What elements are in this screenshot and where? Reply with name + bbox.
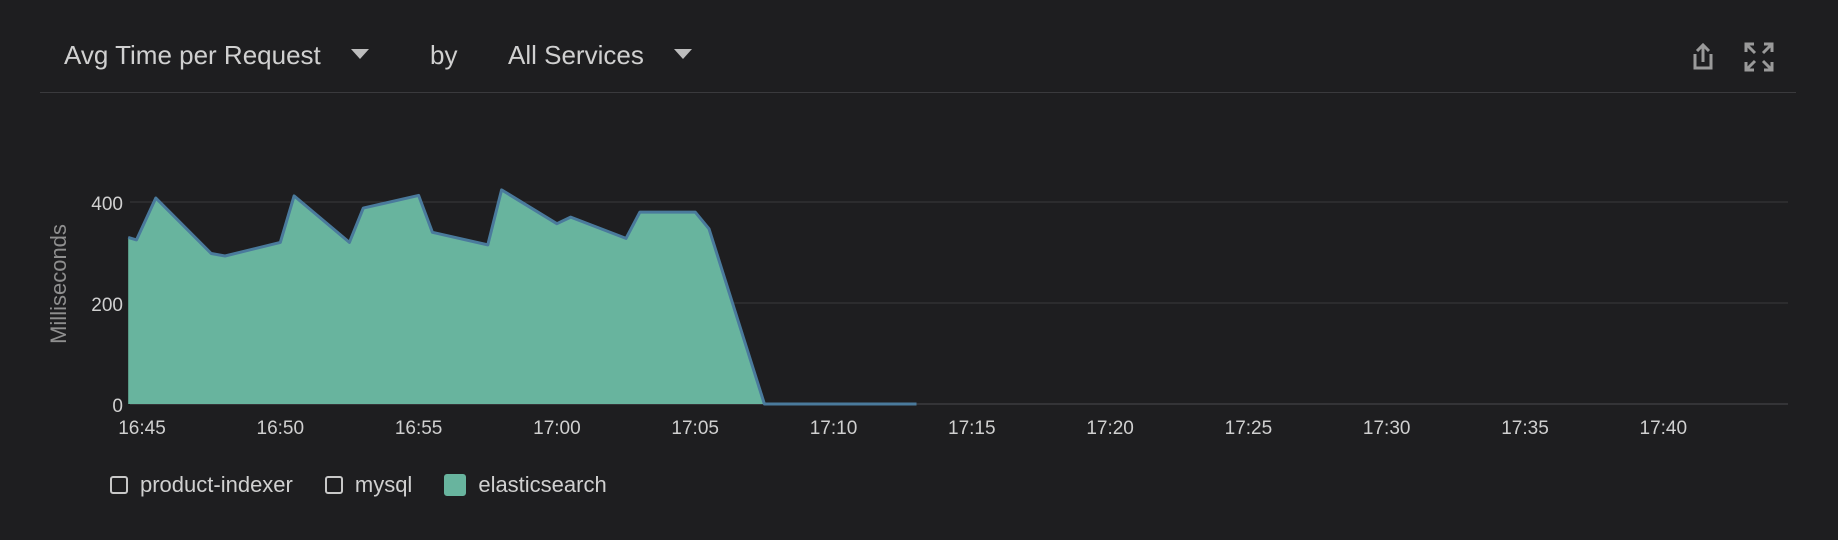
y-axis-label: Milliseconds bbox=[46, 224, 71, 344]
x-tick-label: 17:15 bbox=[948, 418, 996, 439]
share-icon[interactable] bbox=[1686, 40, 1720, 74]
legend-label: product-indexer bbox=[140, 472, 293, 497]
x-tick-label: 17:10 bbox=[810, 418, 858, 439]
x-tick-label: 17:25 bbox=[1225, 418, 1273, 439]
y-tick-label: 0 bbox=[112, 396, 123, 417]
expand-icon[interactable] bbox=[1742, 40, 1776, 74]
y-axis: 0 200 400 bbox=[91, 194, 123, 417]
group-dropdown[interactable]: All Services bbox=[508, 40, 692, 71]
x-tick-label: 16:50 bbox=[257, 418, 305, 439]
x-tick-label: 17:05 bbox=[671, 418, 719, 439]
chevron-down-icon bbox=[350, 49, 369, 60]
legend-label: mysql bbox=[354, 472, 413, 497]
legend-item-product-indexer[interactable]: product-indexer bbox=[110, 472, 293, 498]
x-tick-label: 17:40 bbox=[1640, 418, 1688, 439]
chart-header: Avg Time per Request by All Services bbox=[40, 0, 1796, 93]
series-area bbox=[127, 188, 917, 406]
metric-dropdown[interactable]: Avg Time per Request bbox=[64, 40, 369, 71]
checkbox-icon[interactable] bbox=[324, 476, 343, 494]
x-tick-label: 16:55 bbox=[395, 418, 443, 439]
checkbox-icon[interactable] bbox=[110, 476, 128, 494]
group-label: All Services bbox=[508, 40, 644, 70]
x-tick-label: 17:30 bbox=[1363, 418, 1411, 439]
legend-item-mysql[interactable]: mysql bbox=[324, 472, 413, 498]
x-tick-label: 17:35 bbox=[1501, 418, 1549, 439]
x-tick-label: 17:00 bbox=[533, 418, 581, 439]
legend: product-indexer mysql elasticsearch bbox=[110, 470, 639, 500]
y-tick-label: 200 bbox=[91, 295, 123, 316]
by-label: by bbox=[430, 40, 458, 70]
x-tick-label: 16:45 bbox=[118, 418, 166, 439]
legend-label: elasticsearch bbox=[478, 472, 607, 497]
x-axis: 16:45 16:50 16:55 17:00 17:05 17:10 17:15 17:20… bbox=[118, 418, 1687, 439]
legend-item-elasticsearch[interactable]: elasticsearch bbox=[444, 472, 607, 498]
y-tick-label: 400 bbox=[91, 194, 123, 215]
chevron-down-icon bbox=[673, 49, 692, 60]
series-line-elasticsearch bbox=[127, 188, 917, 406]
metric-label: Avg Time per Request bbox=[64, 40, 321, 70]
checkbox-checked-icon[interactable] bbox=[444, 474, 467, 496]
series-area-elasticsearch bbox=[128, 189, 917, 404]
x-tick-label: 17:20 bbox=[1086, 418, 1134, 439]
